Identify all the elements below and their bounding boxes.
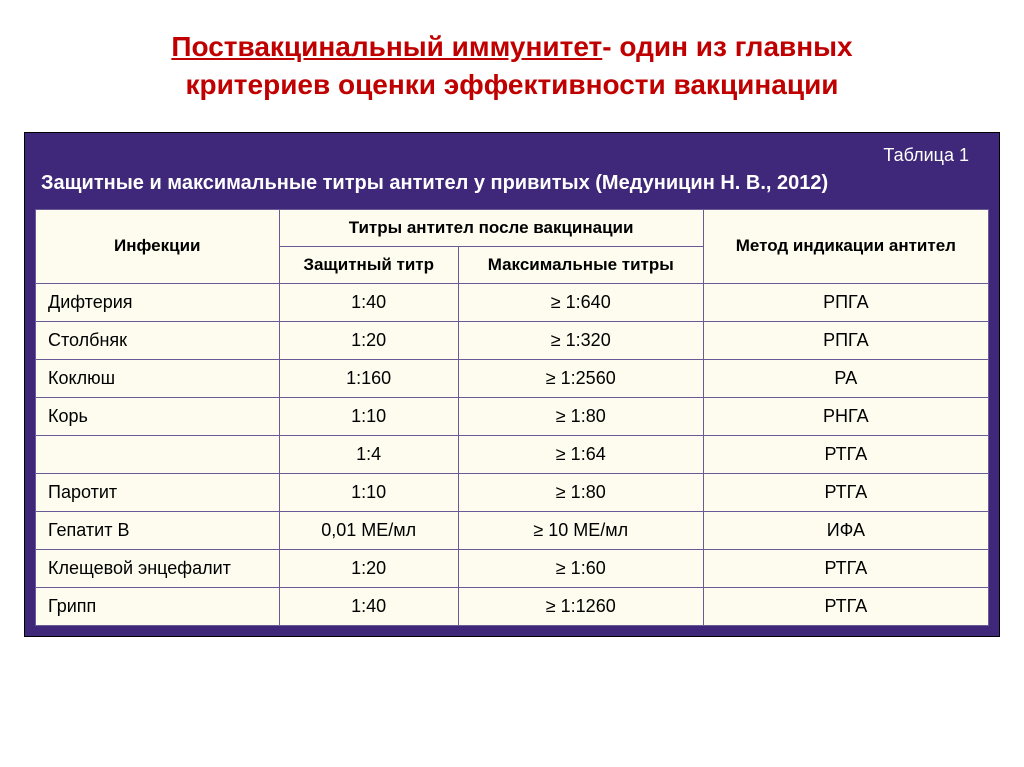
- cell-method: ИФА: [703, 511, 988, 549]
- cell-maximal: ≥ 1:60: [458, 549, 703, 587]
- cell-method: РТГА: [703, 587, 988, 625]
- cell-infection: Грипп: [36, 587, 280, 625]
- cell-protective: 1:10: [279, 473, 458, 511]
- table-row: 1:4 ≥ 1:64 РТГА: [36, 435, 989, 473]
- cell-infection: Клещевой энцефалит: [36, 549, 280, 587]
- cell-protective: 1:20: [279, 549, 458, 587]
- cell-method: РТГА: [703, 549, 988, 587]
- cell-maximal: ≥ 1:320: [458, 321, 703, 359]
- cell-method: РТГА: [703, 473, 988, 511]
- col-protective: Защитный титр: [279, 246, 458, 283]
- table-row: Паротит 1:10 ≥ 1:80 РТГА: [36, 473, 989, 511]
- table-row: Столбняк 1:20 ≥ 1:320 РПГА: [36, 321, 989, 359]
- cell-maximal: ≥ 1:80: [458, 397, 703, 435]
- table-header-row-1: Инфекции Титры антител после вакцинации …: [36, 209, 989, 246]
- cell-method: РТГА: [703, 435, 988, 473]
- cell-protective: 0,01 МЕ/мл: [279, 511, 458, 549]
- cell-method: РА: [703, 359, 988, 397]
- cell-maximal: ≥ 10 МЕ/мл: [458, 511, 703, 549]
- table-row: Гепатит В 0,01 МЕ/мл ≥ 10 МЕ/мл ИФА: [36, 511, 989, 549]
- title-line2: критериев оценки эффективности вакцинаци…: [171, 66, 852, 104]
- cell-protective: 1:40: [279, 587, 458, 625]
- table-number-label: Таблица 1: [35, 145, 989, 166]
- cell-infection: Корь: [36, 397, 280, 435]
- antibody-titers-table: Инфекции Титры антител после вакцинации …: [35, 209, 989, 626]
- table-container: Таблица 1 Защитные и максимальные титры …: [24, 132, 1000, 637]
- cell-protective: 1:20: [279, 321, 458, 359]
- table-row: Дифтерия 1:40 ≥ 1:640 РПГА: [36, 283, 989, 321]
- cell-infection: Коклюш: [36, 359, 280, 397]
- cell-maximal: ≥ 1:1260: [458, 587, 703, 625]
- cell-infection: Дифтерия: [36, 283, 280, 321]
- slide-title: Поствакцинальный иммунитет- один из глав…: [171, 28, 852, 104]
- col-maximal: Максимальные титры: [458, 246, 703, 283]
- col-method: Метод индикации антител: [703, 209, 988, 283]
- table-row: Коклюш 1:160 ≥ 1:2560 РА: [36, 359, 989, 397]
- cell-infection: Гепатит В: [36, 511, 280, 549]
- cell-infection: Паротит: [36, 473, 280, 511]
- cell-method: РПГА: [703, 283, 988, 321]
- table-row: Клещевой энцефалит 1:20 ≥ 1:60 РТГА: [36, 549, 989, 587]
- cell-infection: [36, 435, 280, 473]
- cell-infection: Столбняк: [36, 321, 280, 359]
- table-caption: Защитные и максимальные титры антител у …: [41, 172, 985, 195]
- slide: Поствакцинальный иммунитет- один из глав…: [0, 0, 1024, 767]
- cell-protective: 1:40: [279, 283, 458, 321]
- cell-maximal: ≥ 1:80: [458, 473, 703, 511]
- cell-protective: 1:10: [279, 397, 458, 435]
- col-infections: Инфекции: [36, 209, 280, 283]
- title-underlined: Поствакцинальный иммунитет: [171, 31, 602, 62]
- cell-maximal: ≥ 1:2560: [458, 359, 703, 397]
- cell-protective: 1:4: [279, 435, 458, 473]
- table-row: Грипп 1:40 ≥ 1:1260 РТГА: [36, 587, 989, 625]
- cell-method: РПГА: [703, 321, 988, 359]
- title-rest-1: - один из главных: [602, 31, 852, 62]
- cell-method: РНГА: [703, 397, 988, 435]
- col-titers-group: Титры антител после вакцинации: [279, 209, 703, 246]
- cell-protective: 1:160: [279, 359, 458, 397]
- table-row: Корь 1:10 ≥ 1:80 РНГА: [36, 397, 989, 435]
- cell-maximal: ≥ 1:64: [458, 435, 703, 473]
- cell-maximal: ≥ 1:640: [458, 283, 703, 321]
